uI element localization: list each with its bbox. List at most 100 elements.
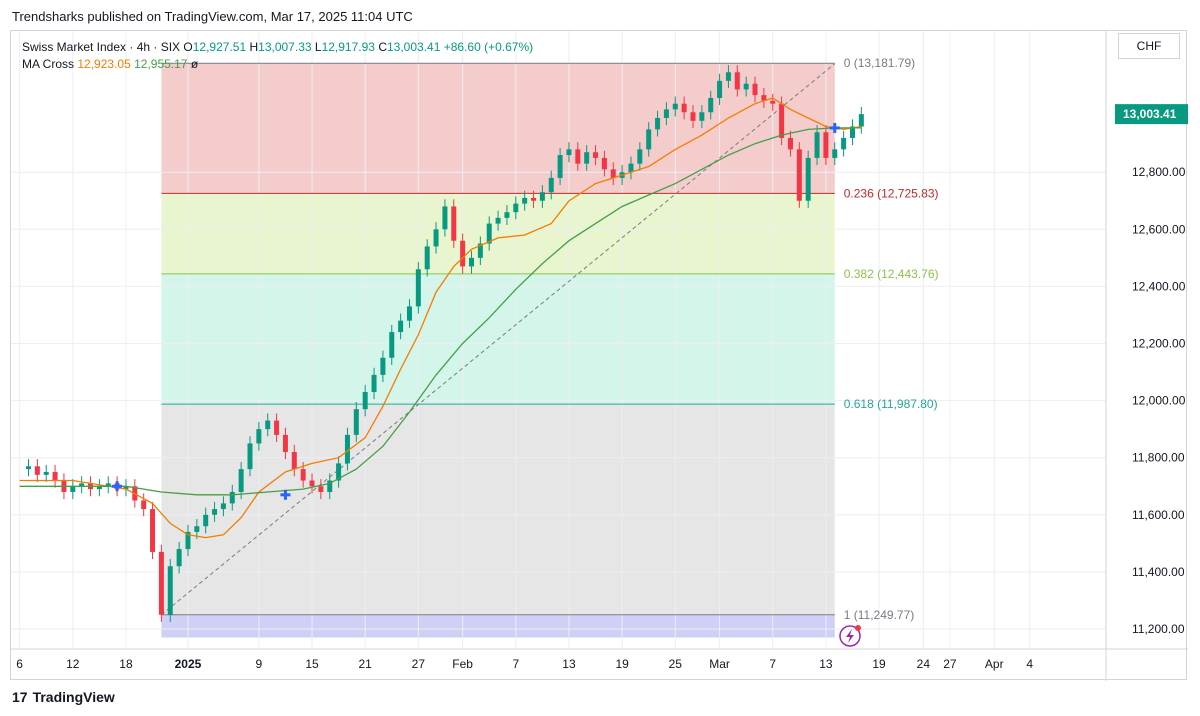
candle: [282, 427, 288, 460]
candle-body: [176, 549, 182, 567]
time-axis-tick-label: 27: [943, 657, 957, 671]
candle: [247, 436, 253, 477]
price-axis-tick-label: 12,000.00: [1132, 394, 1186, 408]
fib-label-0.618: 0.618 (11,987.80): [844, 397, 938, 411]
candle-body: [858, 114, 864, 127]
ma-cross-line: MA Cross 12,923.05 12,955.17 ø: [22, 56, 533, 73]
candle-body: [247, 443, 253, 470]
time-axis-tick-label: 12: [66, 657, 80, 671]
current-price-badge: [1115, 104, 1188, 125]
candle: [539, 185, 545, 208]
current-price-label: 13,003.41: [1123, 107, 1177, 121]
candle-body: [265, 420, 271, 430]
price-chart[interactable]: 0 (13,181.79) 0.236 (12,725.83) 0.382 (12,…: [11, 31, 1188, 681]
candle: [105, 476, 111, 494]
candle-body: [203, 514, 209, 527]
candle: [832, 142, 838, 166]
candle-body: [167, 566, 173, 615]
candle-body: [371, 374, 377, 393]
candle-body: [451, 206, 457, 241]
candle: [185, 524, 191, 557]
candle-body: [309, 480, 315, 487]
candle-body: [725, 72, 731, 81]
ma-cross-label[interactable]: MA Cross: [22, 57, 75, 71]
candle: [380, 350, 386, 383]
fib-zone-below-1: [161, 614, 835, 638]
candle-body: [256, 429, 262, 444]
candle: [610, 162, 616, 186]
candle-body: [300, 469, 306, 481]
candle: [460, 233, 466, 274]
candle-body: [141, 500, 147, 510]
close-label: C: [378, 40, 387, 54]
candle: [79, 476, 85, 494]
candle: [318, 479, 324, 500]
candle-body: [96, 486, 102, 490]
price-axis-tick-label: 11,600.00: [1132, 508, 1185, 522]
price-axis-tick-label: 12,200.00: [1132, 337, 1186, 351]
price-axis-tick-label: 11,400.00: [1132, 565, 1185, 579]
time-axis-tick-label: 27: [412, 657, 426, 671]
candle: [424, 239, 430, 277]
candle-body: [708, 97, 714, 113]
candle: [849, 119, 855, 146]
candle-body: [52, 471, 58, 481]
candle-body: [477, 243, 483, 258]
candle-body: [185, 531, 191, 550]
candle: [690, 105, 696, 128]
candle-body: [43, 471, 49, 475]
candle: [220, 496, 226, 517]
candle-body: [486, 223, 492, 244]
candle-body: [26, 466, 31, 470]
candle: [531, 190, 537, 208]
chart-frame[interactable]: 0 (13,181.79) 0.236 (12,725.83) 0.382 (12,…: [10, 30, 1188, 681]
candle: [504, 205, 510, 226]
candle-body: [398, 320, 404, 333]
lightning-icon: [839, 625, 861, 647]
candle: [477, 236, 483, 265]
candle-body: [575, 149, 581, 164]
tradingview-logo-icon: 17: [12, 689, 28, 705]
candle: [344, 427, 350, 471]
candle: [743, 76, 749, 97]
candle: [141, 493, 147, 517]
chart-legend: Swiss Market Index · 4h · SIX O12,927.51…: [22, 39, 533, 73]
candle-body: [637, 149, 643, 164]
candle: [637, 142, 643, 171]
candle: [203, 507, 209, 534]
candle: [752, 76, 758, 103]
candle-body: [743, 83, 749, 90]
candle-body: [105, 483, 111, 487]
candle: [433, 222, 439, 254]
ma-fast-line: [19, 97, 862, 539]
time-axis-tick-label: Apr: [985, 657, 1004, 671]
candle: [26, 459, 31, 477]
candle-body: [610, 169, 616, 178]
candle-body: [318, 486, 324, 492]
candle-body: [601, 157, 607, 170]
time-axis-tick-label: 13: [562, 657, 576, 671]
candle: [655, 110, 661, 137]
candle-body: [495, 217, 501, 224]
candle-body: [672, 103, 678, 110]
candle: [406, 299, 412, 328]
currency-button[interactable]: CHF: [1118, 33, 1180, 59]
time-axis-tick-label: 19: [615, 657, 629, 671]
candle-body: [717, 80, 723, 98]
time-axis-tick-label: 24: [917, 657, 931, 671]
candle-body: [770, 100, 776, 104]
candle-body: [761, 95, 767, 101]
trend-line: [161, 63, 836, 616]
candle-body: [34, 466, 40, 475]
candle: [841, 130, 847, 157]
candle: [699, 105, 705, 128]
candle-body: [415, 269, 421, 307]
candle-body: [433, 229, 439, 247]
candle-body: [212, 509, 218, 515]
candle: [779, 96, 785, 146]
candle-body: [513, 203, 519, 213]
notification-dot: [855, 625, 861, 631]
tradingview-logo[interactable]: 17 TradingView: [12, 689, 115, 705]
symbol-label[interactable]: Swiss Market Index · 4h · SIX: [22, 40, 181, 54]
open-value: 12,927.51: [192, 40, 247, 54]
